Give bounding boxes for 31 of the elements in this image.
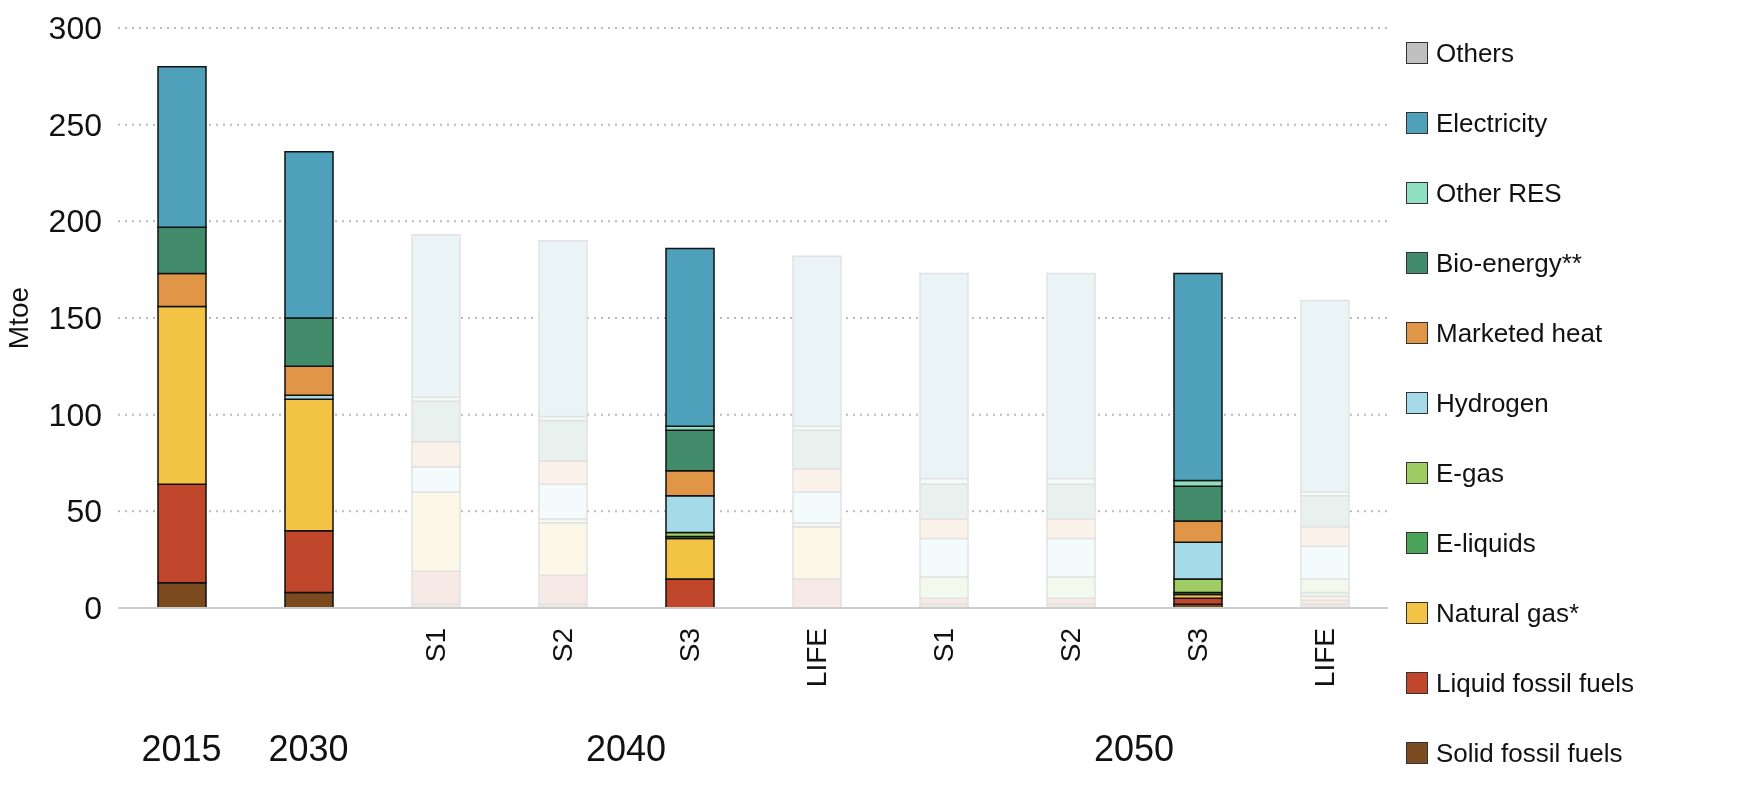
x-tick-label: LIFE — [801, 628, 832, 688]
y-tick-label: 250 — [48, 106, 102, 143]
legend-label: Bio-energy** — [1435, 246, 1583, 280]
legend-label: Other RES — [1435, 176, 1563, 210]
legend-label: Solid fossil fuels — [1435, 736, 1624, 770]
x-tick-label: S2 — [547, 628, 578, 663]
x-tick-label: S2 — [1055, 628, 1086, 663]
y-axis-title: Mtoe — [2, 286, 34, 350]
y-tick-label: 0 — [84, 590, 102, 626]
text: 2050 — [1092, 728, 1176, 770]
text: 2030 — [268, 728, 349, 769]
y-tick-label: 200 — [48, 203, 102, 240]
x-tick-label: S1 — [420, 628, 451, 663]
text: 2015 — [141, 728, 222, 769]
legend-label: Natural gas* — [1435, 596, 1581, 630]
legend-label: E-gas — [1435, 456, 1505, 490]
x-tick-label: LIFE — [1309, 628, 1340, 688]
y-tick-label: 100 — [48, 396, 102, 433]
legend-label: Hydrogen — [1435, 386, 1550, 420]
y-tick-label: 150 — [48, 300, 102, 336]
legend-label: Liquid fossil fuels — [1435, 666, 1634, 700]
y-tick-label: 300 — [48, 10, 102, 46]
legend-label: Others — [1435, 36, 1516, 70]
legend-label: E-liquids — [1435, 526, 1537, 560]
y-tick-label: 50 — [66, 493, 102, 530]
legend-label: Marketed heat — [1435, 316, 1604, 350]
x-tick-label: S3 — [674, 628, 705, 663]
x-tick-label: S1 — [928, 628, 959, 663]
text: 2040 — [584, 728, 668, 770]
x-tick-label: S3 — [1182, 628, 1213, 663]
legend-label: Electricity — [1435, 106, 1549, 140]
